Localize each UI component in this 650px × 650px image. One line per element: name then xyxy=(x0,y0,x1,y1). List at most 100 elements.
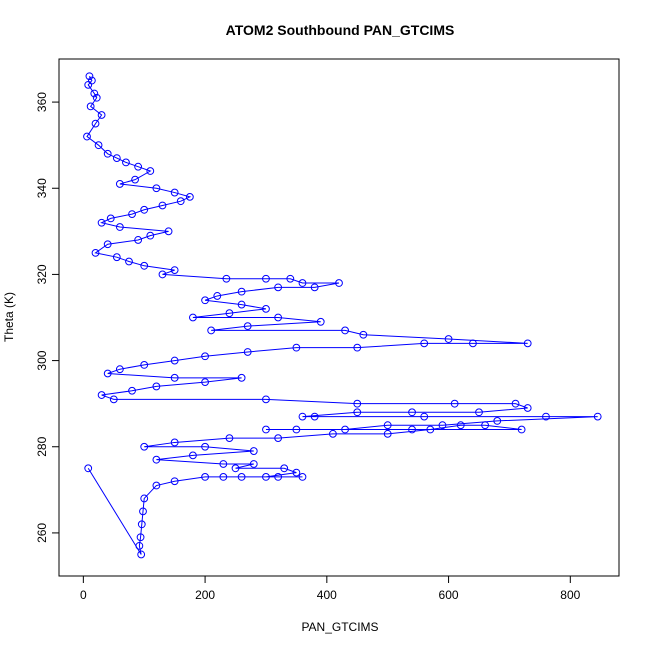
data-point xyxy=(140,442,149,451)
data-point xyxy=(353,399,362,408)
data-point xyxy=(84,80,93,89)
data-point xyxy=(139,507,147,516)
data-point xyxy=(128,386,136,395)
data-point xyxy=(456,421,465,430)
y-tick-label: 320 xyxy=(35,264,49,284)
data-point xyxy=(310,283,319,292)
data-point xyxy=(140,360,149,369)
data-point xyxy=(469,339,477,348)
data-point xyxy=(523,339,532,348)
y-tick-label: 340 xyxy=(35,178,49,198)
data-point xyxy=(262,274,270,283)
data-point xyxy=(444,335,453,343)
data-point xyxy=(542,412,550,421)
data-point xyxy=(475,408,483,417)
data-point xyxy=(201,352,209,361)
data-point xyxy=(85,72,94,81)
data-point xyxy=(517,425,526,434)
data-point xyxy=(329,429,337,438)
y-tick-label: 300 xyxy=(35,350,49,370)
data-point xyxy=(176,197,185,206)
data-point xyxy=(237,287,246,296)
data-point xyxy=(292,425,301,434)
data-point xyxy=(152,382,161,391)
data-point xyxy=(274,283,283,292)
data-point xyxy=(103,149,112,158)
x-tick-label: 800 xyxy=(560,588,580,602)
data-point xyxy=(359,330,368,339)
data-point xyxy=(189,451,197,460)
data-point xyxy=(97,111,106,119)
data-point xyxy=(225,434,234,443)
data-point xyxy=(262,395,270,404)
data-point xyxy=(189,313,197,322)
data-point xyxy=(420,339,429,348)
data-point xyxy=(137,550,146,559)
x-tick-label: 0 xyxy=(80,588,87,602)
data-point xyxy=(115,223,124,231)
data-point xyxy=(125,257,133,266)
y-axis: 260 280 300 320 340 360 xyxy=(35,92,60,543)
data-point xyxy=(109,395,118,404)
data-point xyxy=(408,408,416,417)
data-point xyxy=(134,236,143,244)
data-point xyxy=(112,154,121,162)
data-point xyxy=(274,473,283,481)
data-point xyxy=(249,447,258,455)
data-point xyxy=(112,253,121,262)
x-tick-label: 200 xyxy=(195,588,215,602)
data-point xyxy=(122,158,130,167)
data-point xyxy=(170,438,179,447)
data-point xyxy=(146,167,155,175)
data-point xyxy=(83,132,91,141)
data-point xyxy=(335,279,343,287)
data-point xyxy=(84,464,93,473)
data-point xyxy=(140,494,149,503)
data-point xyxy=(97,391,106,399)
data-point xyxy=(450,399,459,408)
data-point xyxy=(274,313,283,322)
data-point xyxy=(140,205,149,214)
data-point xyxy=(262,425,270,434)
data-point xyxy=(593,412,602,421)
data-point xyxy=(249,460,258,468)
data-point xyxy=(136,533,145,542)
data-point xyxy=(146,231,155,240)
data-point xyxy=(106,214,115,223)
x-axis: 0 200 400 600 800 xyxy=(80,575,581,602)
data-point xyxy=(135,541,144,550)
data-point xyxy=(213,292,222,300)
data-point xyxy=(152,184,161,193)
data-point xyxy=(170,477,179,486)
data-point xyxy=(438,421,447,430)
data-point xyxy=(201,442,209,451)
data-point xyxy=(201,378,209,387)
data-point xyxy=(353,408,362,417)
data-point xyxy=(86,102,95,111)
data-point xyxy=(298,473,307,481)
data-point xyxy=(243,348,252,356)
data-point xyxy=(134,162,143,171)
data-point xyxy=(115,180,124,188)
data-point xyxy=(207,326,216,335)
data-point xyxy=(94,141,103,150)
data-point xyxy=(481,421,489,430)
data-point xyxy=(225,309,234,318)
data-point xyxy=(298,279,307,287)
data-point xyxy=(92,93,101,102)
chart-title: ATOM2 Southbound PAN_GTCIMS xyxy=(226,22,455,38)
y-axis-label: Theta (K) xyxy=(2,292,16,342)
plot-area-border xyxy=(58,58,620,577)
data-point xyxy=(231,464,240,473)
data-point xyxy=(408,425,416,434)
data-point xyxy=(353,343,362,352)
data-point xyxy=(90,89,99,98)
data-point xyxy=(170,373,179,382)
y-tick-label: 280 xyxy=(35,436,49,456)
data-point xyxy=(341,326,349,335)
data-point xyxy=(262,304,270,313)
data-point xyxy=(274,434,283,443)
data-point xyxy=(97,218,106,227)
data-point xyxy=(131,175,139,184)
